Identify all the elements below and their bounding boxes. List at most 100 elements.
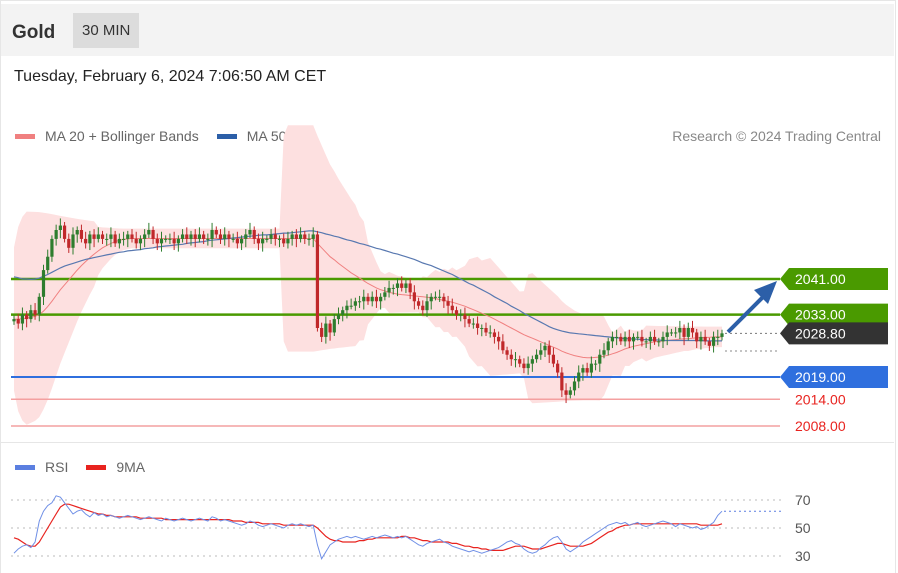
candle-body <box>109 234 113 239</box>
rsi-line <box>13 495 723 561</box>
panel-divider <box>1 442 894 443</box>
candle-body <box>79 230 84 239</box>
candle-body <box>210 230 214 239</box>
candle-body <box>25 314 29 320</box>
candle-body <box>416 301 421 306</box>
candle-body <box>320 328 324 337</box>
candle-body <box>362 296 366 302</box>
candle-body <box>244 234 248 239</box>
instrument-title: Gold <box>12 22 56 43</box>
candle-body <box>690 328 695 333</box>
candle-body <box>298 234 303 239</box>
candle-body <box>345 305 349 311</box>
candle-body <box>100 234 105 239</box>
candle-body <box>172 238 176 244</box>
candle-body <box>539 350 543 355</box>
level-tag-label: 2028.80 <box>795 325 846 341</box>
candle-body <box>446 301 450 306</box>
candle-body <box>395 283 400 288</box>
candle-body <box>54 230 58 239</box>
candle-body <box>711 336 716 346</box>
legend-item-ma50: MA 50 <box>216 128 286 144</box>
level-tag-2041.00: 2041.00 <box>780 268 888 290</box>
candle-body <box>294 234 298 239</box>
legend-swatch-rsi <box>15 464 35 470</box>
legend-swatch-9ma <box>86 464 107 470</box>
candle-body <box>273 234 277 239</box>
candle-body <box>593 363 598 365</box>
research-credit: Research © 2024 Trading Central <box>672 128 881 144</box>
candle-body <box>328 323 332 333</box>
candle-body <box>577 372 581 382</box>
level-tag-box <box>780 366 888 388</box>
candle-body <box>551 354 556 364</box>
candle-body <box>357 301 362 303</box>
candle-body <box>623 336 627 342</box>
level-tag-box <box>780 322 888 345</box>
candle-body <box>636 336 640 338</box>
candle-body <box>387 287 391 293</box>
candle-body <box>522 363 526 369</box>
level-tag-label: 2008.00 <box>795 418 846 434</box>
candle-body <box>84 238 88 244</box>
legend-item-9ma: 9MA <box>86 459 145 475</box>
candle-body <box>286 238 290 244</box>
candle-body <box>143 234 147 239</box>
legend-swatch-ma20 <box>15 133 35 139</box>
rsi-tick-label: 70 <box>795 492 811 508</box>
level-tag-label: 2041.00 <box>795 271 846 287</box>
candle-body <box>492 332 497 337</box>
candle-body <box>707 341 711 346</box>
candle-body <box>518 359 522 364</box>
candle-body <box>282 238 286 244</box>
level-tag-label: 2033.00 <box>795 307 846 323</box>
candle-body <box>454 310 459 315</box>
candle-body <box>383 292 387 297</box>
candle-body <box>176 238 180 244</box>
level-tag-label: 2014.00 <box>795 391 846 407</box>
candle-body <box>180 234 185 239</box>
candle-body <box>370 296 374 302</box>
candle-body <box>703 336 707 342</box>
candle-body <box>75 230 79 235</box>
candle-body <box>303 234 307 239</box>
candle-body <box>37 296 41 315</box>
legend-item-rsi: RSI <box>15 459 68 475</box>
candle-body <box>475 323 480 328</box>
candle-body <box>408 283 412 293</box>
forecast-arrow-shaft <box>726 290 770 334</box>
candle-body <box>62 225 67 239</box>
candle-body <box>530 359 534 364</box>
candle-body <box>341 310 345 315</box>
rsi-9ma-line <box>13 503 723 551</box>
candle-body <box>505 350 509 355</box>
candle-body <box>412 292 416 302</box>
candle-body <box>471 323 475 325</box>
candle-body <box>189 234 193 239</box>
candle-body <box>366 296 370 302</box>
candle-body <box>96 234 100 239</box>
timeframe-badge[interactable]: 30 MIN <box>73 13 140 48</box>
candle-body <box>547 345 551 355</box>
level-tag-2019.00: 2019.00 <box>780 366 888 388</box>
candle-body <box>12 319 16 322</box>
candle-body <box>41 270 46 297</box>
candle-body <box>290 234 294 239</box>
candle-body <box>648 336 652 342</box>
candle-body <box>657 341 661 343</box>
candle-body <box>353 301 357 306</box>
candle-body <box>644 341 648 343</box>
rsi-legend: RSI 9MA <box>15 459 163 475</box>
candle-body <box>572 381 577 391</box>
candle-body <box>239 238 244 244</box>
candle-body <box>501 341 505 351</box>
candle-body <box>463 314 467 320</box>
candle-body <box>678 328 682 333</box>
candle-body <box>33 310 37 315</box>
candle-body <box>513 359 518 361</box>
candle-body <box>589 363 593 373</box>
candle-body <box>336 314 341 320</box>
candle-body <box>509 354 513 360</box>
